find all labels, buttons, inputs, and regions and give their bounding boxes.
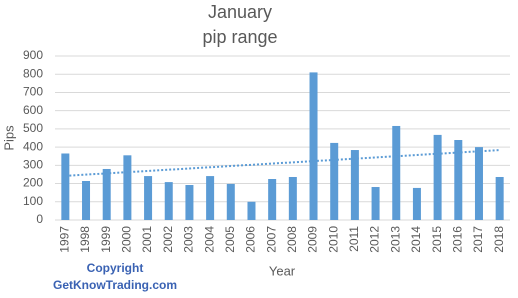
y-tick-label: 900 (23, 48, 43, 62)
x-tick-label: 2016 (450, 226, 464, 253)
x-tick-label: 2017 (471, 226, 485, 253)
bar (82, 181, 91, 220)
x-tick-label: 2012 (368, 226, 382, 253)
x-tick-label: 2003 (182, 226, 196, 253)
bar (412, 187, 421, 220)
bar (309, 72, 318, 221)
x-tick-label: 1998 (78, 226, 92, 253)
y-tick-label: 0 (36, 212, 43, 226)
y-tick-label: 200 (23, 176, 43, 190)
x-tick-label: 2007 (264, 226, 278, 253)
x-tick-label: 2002 (161, 226, 175, 253)
bar (206, 176, 215, 220)
x-tick-label: 2011 (347, 226, 361, 252)
x-tick-label: 2014 (409, 226, 423, 253)
x-tick-label: 2013 (388, 226, 402, 253)
bar (433, 134, 442, 220)
x-tick-label: 1997 (58, 226, 72, 253)
x-tick-label: 1999 (99, 226, 113, 253)
bar (350, 150, 359, 220)
x-tick-label: 2005 (223, 226, 237, 253)
annotation: Copyright (87, 261, 144, 275)
x-tick-label: 2006 (244, 226, 258, 253)
x-tick-label: 2015 (430, 226, 444, 253)
x-tick-label: 2000 (120, 226, 134, 253)
bar (288, 176, 297, 220)
bar (123, 155, 132, 220)
y-tick-label: 500 (23, 121, 43, 135)
bar (164, 182, 173, 220)
annotation: GetKnowTrading.com (53, 278, 177, 292)
bar (268, 179, 277, 220)
x-tick-label: 2009 (306, 226, 320, 253)
bar (474, 147, 483, 220)
y-tick-label: 400 (23, 139, 43, 153)
y-tick-label: 800 (23, 66, 43, 80)
bar (61, 153, 70, 220)
bar (495, 176, 504, 220)
bar (454, 140, 463, 220)
y-tick-label: 700 (23, 85, 43, 99)
x-tick-label: 2010 (326, 226, 340, 253)
y-tick-label: 600 (23, 103, 43, 117)
x-tick-label: 2008 (285, 226, 299, 253)
bar (392, 125, 401, 220)
chart-title: pip range (202, 27, 277, 47)
bar (247, 201, 256, 220)
bar (226, 183, 235, 220)
chart-title: January (208, 2, 272, 22)
y-axis-label: Pips (1, 125, 16, 151)
bar (102, 168, 111, 220)
bar (371, 187, 380, 220)
y-tick-label: 300 (23, 158, 43, 172)
x-tick-label: 2004 (202, 226, 216, 253)
trendline (65, 149, 500, 177)
bar (330, 142, 339, 220)
x-axis-label: Year (269, 263, 296, 278)
x-tick-label: 2018 (492, 226, 506, 253)
y-tick-label: 100 (23, 194, 43, 208)
bar (185, 185, 194, 220)
bar (144, 176, 153, 220)
x-tick-label: 2001 (140, 226, 154, 253)
